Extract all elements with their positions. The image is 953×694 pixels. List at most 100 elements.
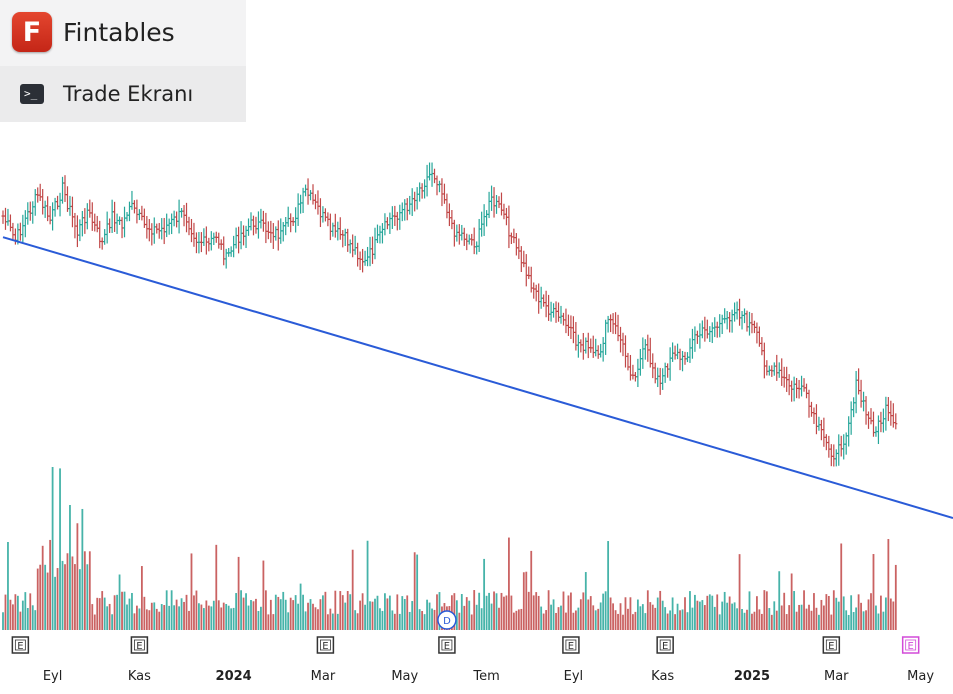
ohlc-bar: [581, 333, 585, 360]
ohlc-bar: [395, 211, 399, 231]
volume-bar: [862, 611, 865, 630]
volume-bar: [346, 591, 349, 630]
ohlc-bar: [502, 203, 506, 220]
earnings-marker[interactable]: E: [130, 636, 149, 654]
ohlc-bar: [544, 290, 548, 318]
volume-bar: [773, 601, 776, 630]
trade-screen-link[interactable]: >_ Trade Ekranı: [0, 66, 246, 122]
earnings-marker[interactable]: E: [822, 636, 841, 654]
ohlc-bar: [43, 200, 47, 218]
earnings-marker-label: E: [908, 641, 914, 652]
volume-bar: [143, 596, 146, 630]
ohlc-bar: [542, 294, 546, 307]
ohlc-bar: [147, 219, 151, 242]
volume-bar: [34, 610, 37, 630]
future-earnings-marker[interactable]: E: [901, 636, 920, 654]
volume-bar: [629, 597, 632, 630]
volume-bar: [193, 595, 195, 630]
ohlc-bar: [499, 192, 503, 216]
ohlc-bar: [589, 338, 593, 353]
dividend-marker[interactable]: D: [437, 610, 457, 630]
volume-bar: [510, 595, 513, 630]
ohlc-bar: [41, 189, 45, 215]
ohlc-bar: [631, 364, 635, 380]
ohlc-bar: [708, 326, 712, 342]
ohlc-bar: [693, 326, 697, 352]
volume-bar: [460, 594, 463, 630]
ohlc-bar: [224, 248, 228, 269]
volume-bar: [388, 595, 391, 630]
earnings-marker[interactable]: E: [656, 636, 674, 654]
ohlc-bar: [11, 222, 15, 240]
ohlc-bars-layer: [1, 162, 898, 467]
volume-bar: [227, 605, 230, 630]
volume-bar: [381, 610, 384, 630]
ohlc-bar: [576, 334, 580, 358]
ohlc-bar: [462, 227, 466, 246]
ohlc-bar: [571, 316, 575, 344]
volume-bar: [488, 592, 490, 630]
ohlc-bar: [264, 212, 268, 244]
ohlc-bar: [884, 396, 888, 431]
volume-bar: [882, 611, 885, 630]
volume-bar: [671, 597, 674, 630]
ohlc-bar: [28, 201, 32, 221]
support-trendline[interactable]: [2, 236, 953, 519]
ohlc-bar: [85, 203, 89, 230]
earnings-marker[interactable]: E: [562, 636, 580, 654]
volume-bar: [582, 592, 585, 630]
volume-bar: [118, 574, 121, 630]
volume-bar: [240, 590, 242, 630]
ohlc-bar: [31, 201, 35, 224]
ohlc-bar: [390, 206, 394, 229]
volume-bar: [401, 596, 404, 630]
x-tick-label: Mar: [311, 669, 336, 684]
ohlc-bar: [343, 228, 347, 246]
volume-bar: [354, 610, 357, 630]
ohlc-bar: [720, 314, 724, 334]
ohlc-bar: [363, 250, 367, 266]
brand-header[interactable]: F Fintables: [0, 0, 246, 64]
volume-bar: [756, 596, 758, 630]
volume-bar: [411, 601, 414, 630]
ohlc-bar: [425, 164, 429, 197]
ohlc-bar: [879, 411, 883, 433]
volume-bar: [267, 614, 270, 630]
volume-bar: [728, 596, 731, 630]
volume-bar: [686, 612, 689, 630]
volume-bar: [103, 597, 106, 630]
volume-bar: [339, 591, 342, 630]
ohlc-bar: [234, 227, 238, 249]
volume-bar: [359, 600, 362, 630]
volume-bar: [257, 611, 260, 630]
ohlc-bar: [854, 370, 858, 414]
earnings-marker[interactable]: E: [316, 636, 335, 654]
ohlc-bar: [847, 416, 851, 447]
ohlc-bar: [561, 312, 565, 326]
ohlc-bar: [651, 353, 655, 379]
volume-bar: [148, 610, 151, 630]
volume-bar: [421, 611, 424, 630]
ohlc-bar: [643, 339, 647, 360]
volume-bar: [255, 598, 257, 630]
ohlc-bar: [105, 211, 109, 244]
volume-bar: [880, 595, 882, 630]
earnings-marker[interactable]: E: [11, 636, 30, 654]
ohlc-bar: [681, 350, 685, 372]
ohlc-bar: [251, 215, 255, 236]
x-tick-label: Eyl: [43, 669, 63, 684]
volume-bar: [195, 590, 198, 630]
ohlc-bar: [527, 266, 531, 280]
ohlc-bar: [442, 183, 446, 204]
volume-bar: [485, 595, 488, 630]
ohlc-bar: [437, 180, 441, 193]
ohlc-bar: [564, 308, 568, 334]
volume-bar: [78, 569, 81, 630]
volume-bar: [260, 606, 262, 630]
volume-bar: [741, 609, 743, 630]
ohlc-bar: [698, 323, 702, 349]
earnings-marker[interactable]: E: [438, 636, 456, 654]
volume-bar: [498, 607, 500, 630]
volume-bar: [602, 593, 605, 630]
